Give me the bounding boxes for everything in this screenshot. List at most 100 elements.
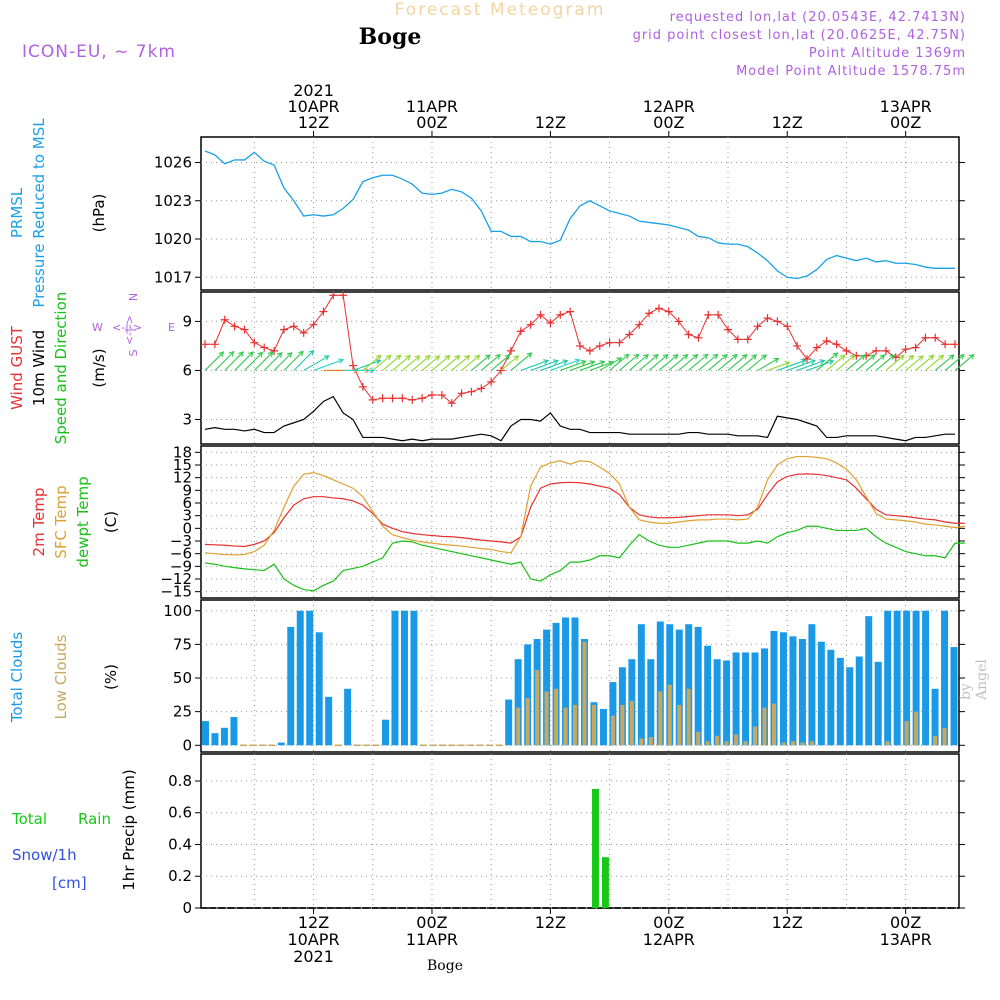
wind-direction-arrow (747, 354, 767, 371)
wind-gust-marker (793, 341, 802, 350)
total-clouds-bar (543, 629, 551, 746)
total-clouds-bar (202, 721, 209, 746)
wind-direction-arrow (836, 354, 855, 371)
wind-direction-arrowhead (257, 351, 264, 358)
wind-gust-marker (773, 317, 782, 326)
total-clouds-bar (779, 632, 787, 746)
low-clouds-bar (629, 700, 634, 746)
wind-direction-arrowhead (286, 351, 293, 358)
total-clouds-bar (789, 636, 797, 746)
wind-direction-arrowhead (218, 351, 225, 358)
grid-point-location: grid point closest lon,lat (20.0625E, 42… (632, 28, 966, 43)
total-clouds-bar (761, 648, 768, 746)
wind-direction-arrow (895, 355, 914, 371)
wind-direction-arrowhead (784, 361, 791, 367)
pressure-tick-label: 1026 (154, 154, 192, 172)
top-time-label: 12APR (643, 97, 695, 116)
wind-direction-arrow (757, 357, 779, 371)
wind-speed-line (204, 395, 955, 442)
compass-e: E (168, 321, 175, 334)
wind-direction-arrowhead (869, 354, 876, 360)
wind-direction-arrowhead (832, 352, 839, 358)
wind-direction-arrow (826, 354, 846, 371)
total-clouds-bar (277, 742, 285, 746)
wind-direction-arrow (520, 360, 549, 371)
wind-direction-arrow (707, 354, 728, 371)
wind-direction-arrow (915, 354, 934, 371)
total-clouds-bar (685, 624, 693, 746)
wind-gust-marker (921, 333, 930, 342)
wind-gust-marker (210, 340, 219, 349)
wind-direction-arrowhead (599, 360, 606, 366)
total-clouds-bar (827, 649, 835, 746)
pressure-tick-label: 1017 (154, 268, 192, 286)
wind-gust-marker (635, 320, 644, 329)
total-clouds-bar (922, 610, 930, 746)
bottom-time-label: 11APR (406, 930, 458, 949)
pressure-label-prmsl: PRMSL (8, 187, 26, 238)
clouds-tick-label: 100 (163, 602, 192, 620)
total-clouds-bar (846, 667, 854, 746)
wind-direction-arrow (510, 352, 532, 371)
wind-direction-arrowhead (809, 359, 817, 365)
wind-direction-arrowhead (414, 355, 421, 361)
wind-direction-arrowhead (616, 357, 623, 363)
wind-direction-arrowhead (495, 353, 501, 360)
wind-gust-marker (595, 341, 604, 350)
wind-direction-arrowhead (633, 353, 640, 360)
model-name: ICON-EU, ~ 7km (22, 42, 176, 62)
wind-gust-marker (418, 394, 427, 403)
wind-gust-marker (437, 390, 446, 399)
temp-tick-label: −6 (170, 545, 192, 563)
wind-gust-marker (546, 319, 555, 328)
wind-direction-arrow (668, 354, 688, 371)
precip-tick-label: 0.4 (168, 835, 192, 853)
total-clouds-bar (344, 688, 352, 746)
wind-direction-arrowhead (928, 354, 935, 361)
panel-frame-3 (200, 599, 960, 753)
temp-tick-label: −9 (170, 557, 192, 575)
low-clouds-bar (753, 726, 758, 746)
low-clouds-bar (933, 735, 938, 746)
top-time-label: 11APR (406, 97, 458, 116)
top-time-label: 12Z (298, 113, 329, 132)
wind-direction-arrowhead (712, 353, 719, 360)
compass-s: S (127, 349, 140, 356)
wind-direction-arrow (273, 352, 293, 371)
bottom-time-label: 12Z (772, 913, 803, 932)
wind-direction-arrow (204, 351, 224, 371)
bottom-time-label: 13APR (880, 930, 932, 949)
precip-tick-label: 0.6 (168, 804, 192, 822)
wind-direction-arrowhead (385, 354, 392, 361)
wind-gust-marker (605, 338, 614, 347)
wind-direction-arrow (253, 351, 274, 371)
wind-direction-arrowhead (938, 354, 945, 361)
wind-gust-marker (694, 333, 703, 342)
bottom-time-label: 00Z (653, 913, 684, 932)
wind-gust-marker (812, 343, 821, 352)
wind-direction-arrow (224, 351, 244, 371)
pressure-tick-label: 1023 (154, 192, 192, 210)
temp-unit-label: (C) (102, 511, 120, 533)
low-clouds-bar (573, 704, 577, 746)
low-clouds-bar (516, 707, 521, 746)
wind-gust-marker (279, 325, 288, 334)
low-clouds-bar (582, 641, 587, 746)
wind-direction-arrowhead (552, 359, 559, 365)
wind-gust-marker (339, 291, 348, 300)
wind-gust-marker (388, 394, 397, 403)
total-clouds-bar (637, 624, 645, 746)
wind-gust-marker (250, 338, 259, 347)
clouds-tick-label: 50 (173, 669, 192, 687)
low-clouds-bar (781, 742, 786, 746)
low-clouds-bar (942, 727, 947, 746)
wind-gust-label: Wind GUST (8, 325, 26, 410)
low-clouds-bar (667, 684, 672, 746)
temp-sfc-line (204, 455, 965, 556)
compass-w: W (92, 321, 103, 334)
watermark: by Angel (958, 659, 990, 700)
wind-direction-arrowhead (908, 354, 915, 361)
total-clouds-bar (931, 688, 939, 746)
wind-direction-arrow (352, 360, 381, 371)
wind-direction-arrow (490, 354, 510, 371)
